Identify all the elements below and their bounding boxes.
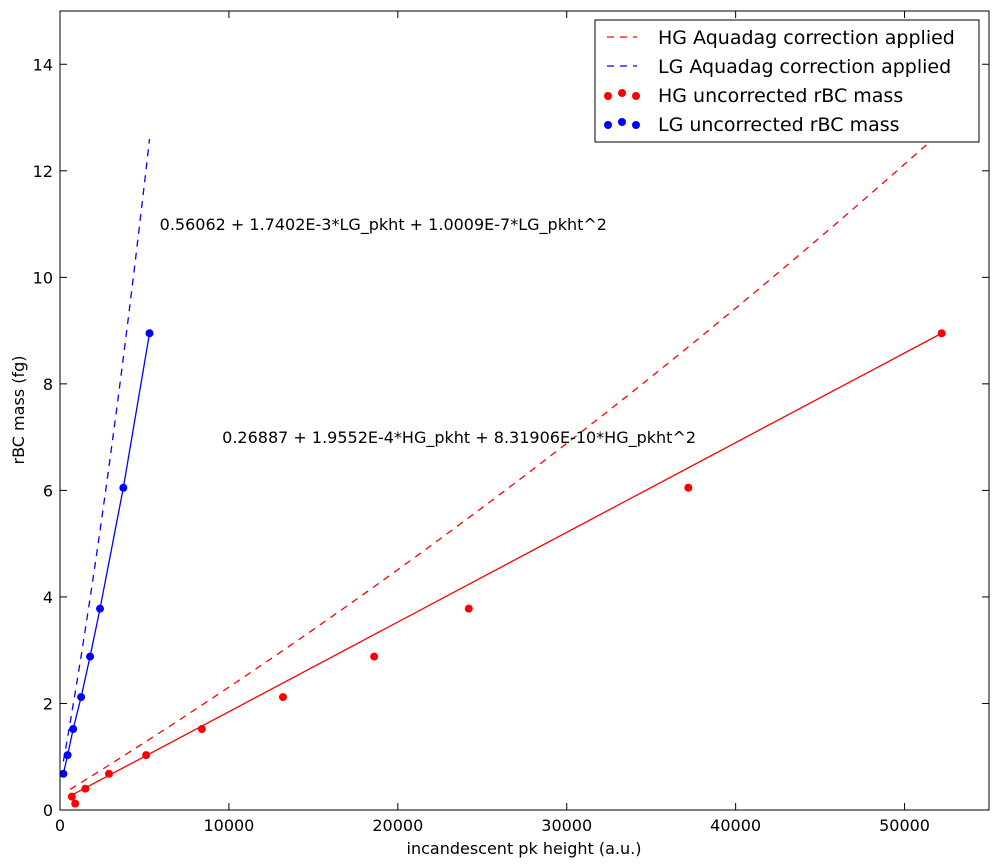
data-point-hg-uncorrected-rbc-mass bbox=[370, 652, 379, 661]
legend-entry-hg-aquadag-correction-applied: HG Aquadag correction applied bbox=[607, 27, 955, 49]
y-tick-label: 8 bbox=[43, 375, 53, 394]
data-point-hg-uncorrected-rbc-mass bbox=[67, 792, 76, 801]
y-tick-label: 10 bbox=[33, 268, 53, 287]
data-point-lg-uncorrected-rbc-mass bbox=[77, 693, 86, 702]
y-tick-label: 12 bbox=[33, 162, 53, 181]
data-point-hg-uncorrected-rbc-mass bbox=[937, 329, 946, 338]
series-line-hg-uncorrected-rbc-mass bbox=[71, 332, 943, 796]
y-tick-label: 0 bbox=[43, 801, 53, 820]
data-point-lg-uncorrected-rbc-mass bbox=[96, 604, 105, 613]
y-tick-label: 14 bbox=[33, 55, 53, 74]
data-point-hg-uncorrected-rbc-mass bbox=[684, 483, 693, 492]
legend-label: HG Aquadag correction applied bbox=[658, 27, 955, 49]
x-tick-label: 0 bbox=[55, 816, 65, 835]
y-tick-label: 6 bbox=[43, 481, 53, 500]
legend-swatch bbox=[604, 118, 640, 129]
series-line-lg-aquadag-correction-applied bbox=[62, 139, 151, 762]
data-point-lg-uncorrected-rbc-mass bbox=[86, 652, 95, 661]
data-point-hg-uncorrected-rbc-mass bbox=[197, 725, 206, 734]
fit-equation-lg: 0.56062 + 1.7402E-3*LG_pkht + 1.0009E-7*… bbox=[160, 215, 607, 235]
data-point-lg-uncorrected-rbc-mass bbox=[119, 483, 128, 492]
plot-area bbox=[59, 10, 990, 811]
axis-ticks: 0 10000 20000 30000 40000 50000 0 2 4 6 8 10 12 14 bbox=[33, 11, 989, 835]
data-point-hg-uncorrected-rbc-mass bbox=[81, 784, 90, 793]
data-layer bbox=[60, 124, 949, 808]
data-point-lg-uncorrected-rbc-mass bbox=[145, 329, 154, 338]
x-tick-label: 40000 bbox=[710, 816, 761, 835]
legend-label: LG Aquadag correction applied bbox=[658, 56, 951, 78]
legend-entry-lg-aquadag-correction-applied: LG Aquadag correction applied bbox=[607, 56, 951, 78]
fit-equation-hg: 0.26887 + 1.9552E-4*HG_pkht + 8.31906E-1… bbox=[222, 428, 696, 448]
legend-box bbox=[594, 19, 980, 143]
data-point-lg-uncorrected-rbc-mass bbox=[60, 769, 68, 778]
legend-label: HG uncorrected rBC mass bbox=[658, 85, 903, 107]
data-point-hg-uncorrected-rbc-mass bbox=[71, 799, 80, 808]
legend-entry-lg-uncorrected-rbc-mass: LG uncorrected rBC mass bbox=[604, 114, 900, 136]
plot-frame bbox=[59, 10, 990, 811]
x-tick-label: 20000 bbox=[372, 816, 423, 835]
legend: HG Aquadag correction applied LG Aquadag … bbox=[594, 19, 980, 143]
series-line-hg-aquadag-correction-applied bbox=[69, 124, 949, 790]
series-line-lg-uncorrected-rbc-mass bbox=[62, 333, 151, 774]
fit-annotations: 0.56062 + 1.7402E-3*LG_pkht + 1.0009E-7*… bbox=[160, 215, 696, 448]
data-point-hg-uncorrected-rbc-mass bbox=[104, 769, 113, 778]
data-point-lg-uncorrected-rbc-mass bbox=[69, 725, 78, 734]
x-tick-label: 50000 bbox=[879, 816, 930, 835]
legend-entry-hg-uncorrected-rbc-mass: HG uncorrected rBC mass bbox=[604, 85, 903, 107]
data-point-hg-uncorrected-rbc-mass bbox=[464, 604, 473, 613]
y-tick-label: 4 bbox=[43, 588, 53, 607]
x-axis-label: incandescent pk height (a.u.) bbox=[407, 839, 642, 858]
legend-label: LG uncorrected rBC mass bbox=[658, 114, 900, 136]
data-point-hg-uncorrected-rbc-mass bbox=[278, 693, 287, 702]
x-tick-label: 10000 bbox=[203, 816, 254, 835]
y-tick-label: 2 bbox=[43, 694, 53, 713]
x-tick-label: 30000 bbox=[541, 816, 592, 835]
y-axis-label: rBC mass (fg) bbox=[9, 356, 28, 465]
legend-swatch bbox=[604, 89, 640, 100]
data-point-lg-uncorrected-rbc-mass bbox=[63, 751, 72, 760]
data-point-hg-uncorrected-rbc-mass bbox=[142, 751, 151, 760]
